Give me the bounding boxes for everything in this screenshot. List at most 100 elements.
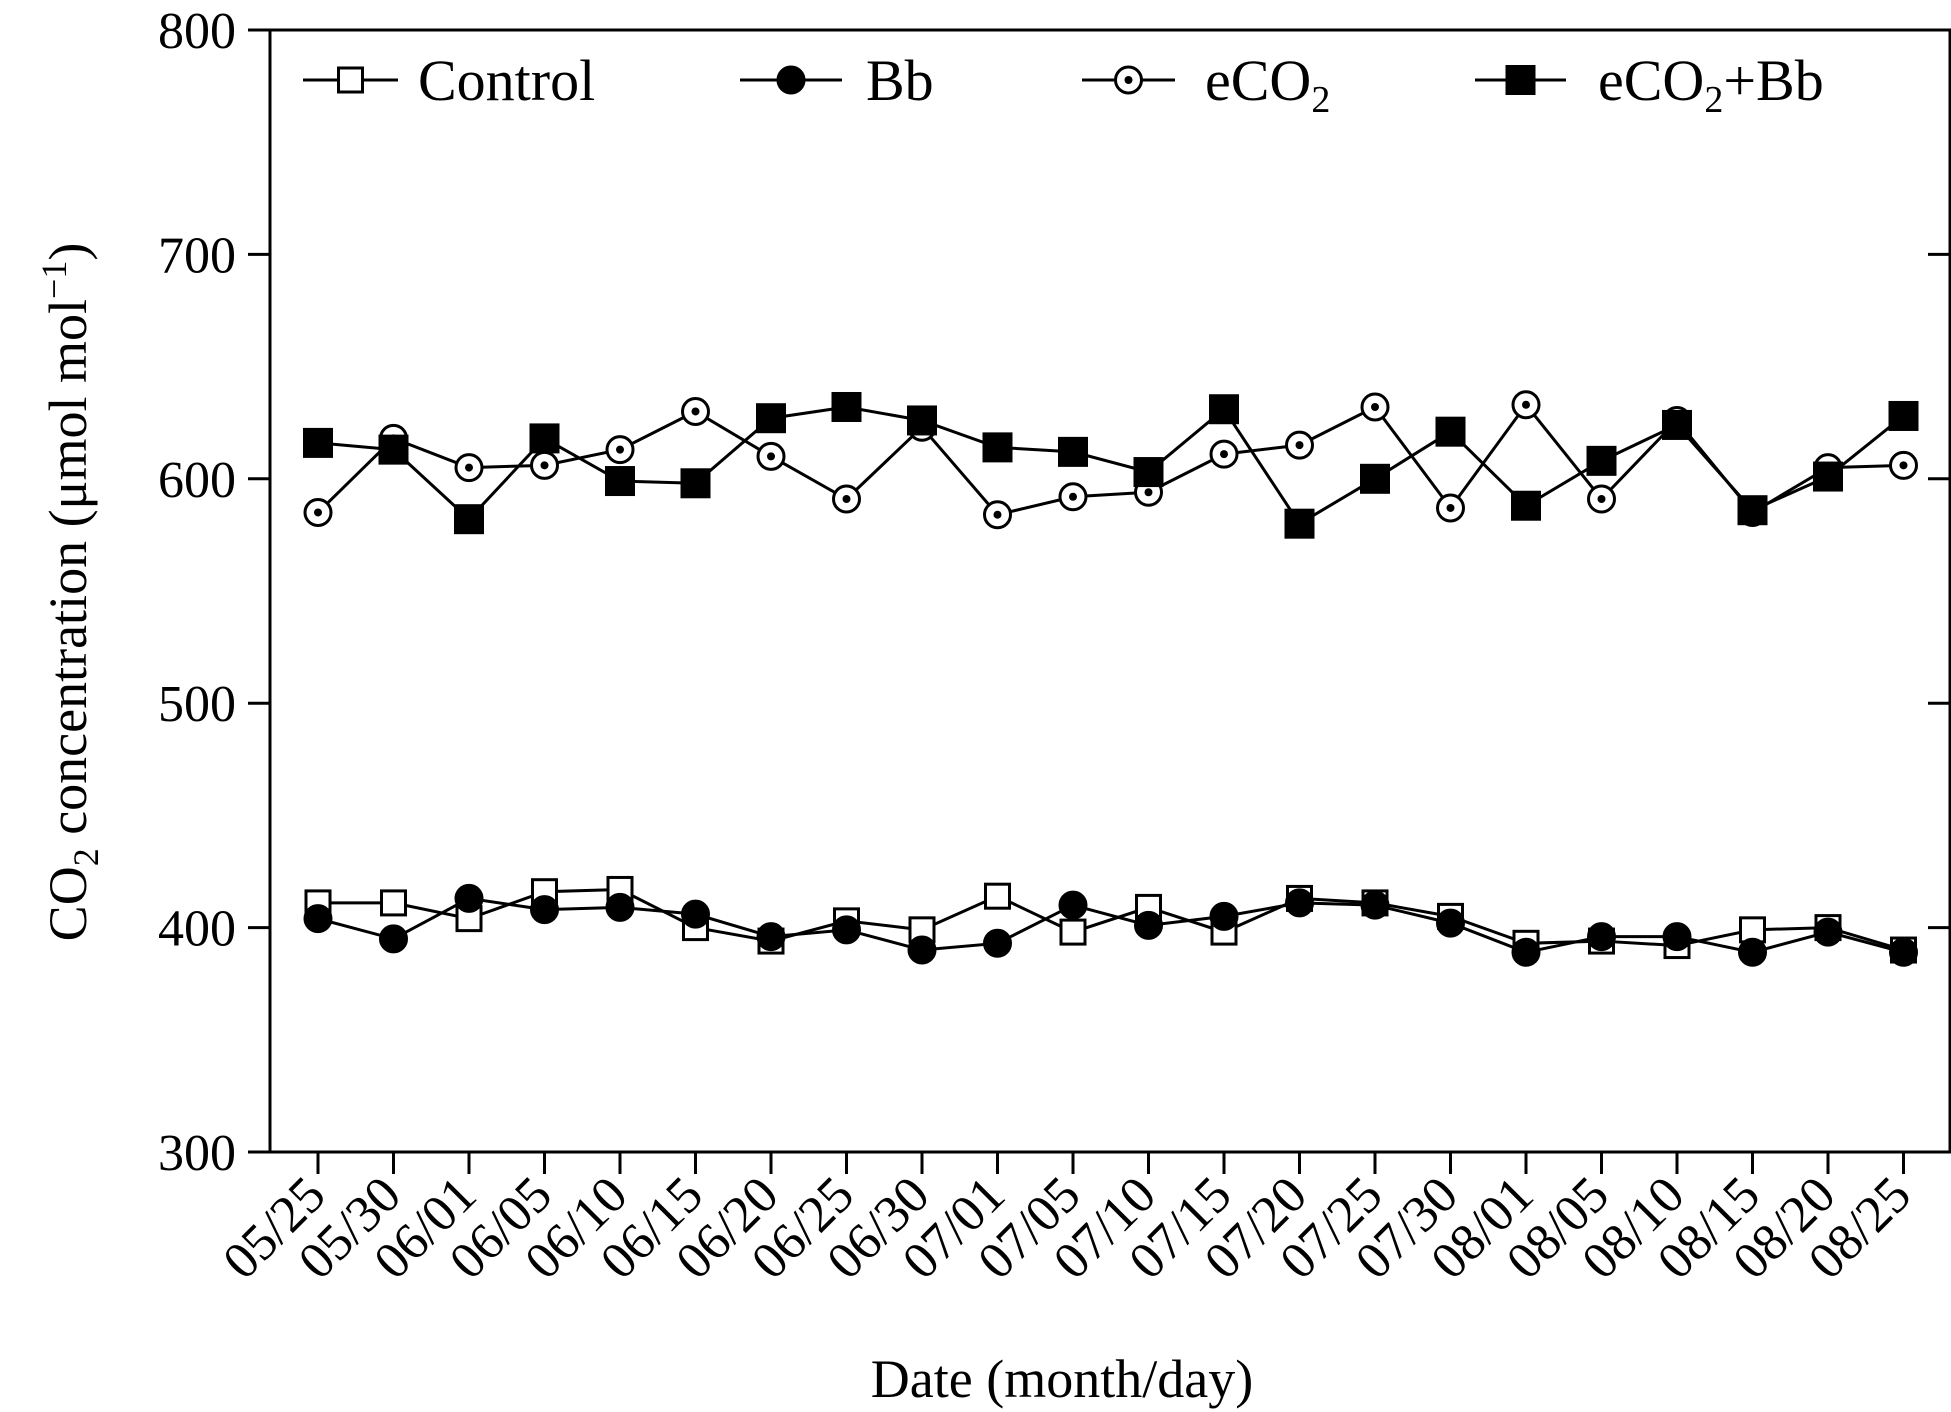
point-bb-07/30: [1436, 908, 1465, 938]
point-control-07/01: [984, 882, 1011, 910]
point-bb-06/30: [907, 935, 937, 965]
point-eco2-bb-07/10: [1133, 457, 1164, 488]
point-eco2-bb-08/20: [1813, 461, 1843, 492]
y-tick-label-400: 400: [158, 901, 236, 958]
point-bb-06/10: [605, 892, 635, 922]
point-eco2-06/01-dot: [465, 463, 473, 472]
point-control-05/30: [380, 889, 407, 917]
point-eco2-bb-06/10: [605, 466, 635, 497]
point-eco2-07/15: [1209, 439, 1239, 469]
point-control-07/05: [1059, 918, 1087, 946]
point-bb-07/25: [1360, 890, 1390, 920]
point-eco2-bb-05/25: [303, 427, 333, 458]
point-eco2-06/10: [605, 435, 635, 465]
point-bb-05/25: [303, 904, 333, 934]
legend-marker-eco2-dot: [1124, 76, 1133, 84]
point-bb-08/10: [1662, 922, 1692, 952]
point-eco2-07/01-dot: [993, 510, 1002, 519]
point-bb-06/20: [756, 922, 786, 952]
legend-item-eco2: eCO2: [1082, 48, 1330, 121]
y-axis-ticks: 300 400 500 600 700 800: [158, 3, 1950, 1182]
point-bb-06/15: [681, 899, 710, 929]
point-eco2-07/20-dot: [1295, 441, 1304, 450]
point-eco2-08/05-dot: [1597, 494, 1606, 503]
point-bb-08/20: [1813, 917, 1843, 947]
series-line-bb: [317, 896, 1904, 954]
point-eco2-07/25: [1360, 392, 1390, 422]
point-eco2-bb-08/01: [1511, 490, 1541, 521]
point-bb-08/25: [1889, 937, 1918, 967]
point-eco2-bb-08/05: [1586, 445, 1617, 476]
y-axis-title-group: CO2 concentration (μmol mol−1): [34, 243, 106, 942]
point-eco2-bb-07/05: [1058, 436, 1088, 467]
point-eco2-bb-05/30: [378, 434, 409, 465]
point-eco2-07/30-dot: [1446, 503, 1455, 512]
point-eco2-08/01-dot: [1522, 400, 1530, 409]
point-bb-07/10: [1134, 910, 1163, 940]
point-bb-07/01: [983, 928, 1012, 958]
point-eco2-07/30: [1436, 493, 1465, 523]
legend-label-eco2-bb: eCO2+Bb: [1598, 48, 1824, 121]
legend-item-control: Control: [303, 48, 595, 113]
series-line-eco2: [316, 402, 1904, 517]
series-eco2-bb: [303, 391, 1919, 539]
point-eco2-08/25-dot: [1899, 461, 1908, 470]
point-eco2-07/20: [1285, 430, 1314, 460]
point-bb-07/20: [1285, 888, 1314, 918]
point-eco2-06/05-dot: [540, 461, 549, 470]
point-bb-06/05: [530, 895, 559, 925]
point-eco2-bb-07/30: [1435, 416, 1466, 447]
point-eco2-06/15: [681, 396, 710, 426]
point-eco2-08/25: [1889, 450, 1918, 480]
series-line-eco2-bb: [317, 405, 1905, 526]
legend-label-bb: Bb: [866, 48, 934, 113]
legend-label-eco2: eCO2: [1205, 48, 1330, 121]
point-eco2-06/20-dot: [767, 452, 775, 461]
point-eco2-bb-06/05: [529, 423, 560, 454]
y-axis-title: CO2 concentration (μmol mol−1): [34, 243, 106, 942]
y-tick-label-700: 700: [158, 227, 236, 284]
point-eco2-07/10-dot: [1144, 488, 1153, 497]
point-eco2-06/01: [454, 453, 484, 483]
series: [303, 390, 1919, 967]
legend: Control Bb eCO2 eCO2+Bb: [303, 48, 1824, 121]
point-eco2-bb-07/20: [1284, 508, 1315, 539]
point-eco2-06/20: [756, 441, 786, 471]
point-eco2-bb-06/25: [831, 391, 862, 422]
legend-marker-bb: [776, 65, 806, 95]
point-eco2-bb-07/01: [982, 432, 1013, 463]
point-eco2-08/05: [1587, 484, 1616, 514]
point-eco2-bb-07/25: [1360, 463, 1390, 494]
point-eco2-bb-06/15: [680, 468, 711, 499]
y-tick-label-300: 300: [158, 1125, 236, 1182]
point-bb-08/05: [1587, 922, 1616, 952]
point-eco2-06/05: [530, 450, 559, 480]
point-eco2-06/15-dot: [691, 407, 700, 416]
point-eco2-07/15-dot: [1220, 450, 1228, 459]
legend-item-bb: Bb: [740, 48, 934, 113]
point-eco2-05/25-dot: [314, 508, 322, 517]
point-eco2-06/10-dot: [616, 445, 624, 454]
y-tick-label-500: 500: [158, 676, 236, 733]
legend-marker-eco2: [1114, 65, 1143, 95]
point-eco2-06/25: [832, 484, 861, 514]
point-eco2-07/05-dot: [1069, 492, 1077, 501]
point-eco2-07/25-dot: [1371, 402, 1379, 411]
axes: [268, 28, 1951, 1154]
point-bb-07/15: [1209, 901, 1239, 931]
legend-marker-eco2-bb: [1505, 65, 1536, 95]
point-eco2-06/25-dot: [842, 494, 851, 503]
point-bb-05/30: [379, 924, 408, 954]
series-line-control: [318, 887, 1904, 952]
point-bb-06/25: [832, 915, 861, 945]
point-bb-07/05: [1058, 890, 1088, 920]
series-bb: [303, 883, 1918, 967]
legend-marker-control: [337, 66, 364, 94]
legend-item-eco2-bb: eCO2+Bb: [1475, 48, 1824, 121]
y-tick-label-800: 800: [158, 3, 236, 60]
point-eco2-bb-08/10: [1662, 409, 1692, 440]
point-eco2-bb-06/20: [756, 403, 786, 434]
point-eco2-bb-08/15: [1737, 495, 1768, 526]
y-tick-label-600: 600: [158, 452, 236, 509]
